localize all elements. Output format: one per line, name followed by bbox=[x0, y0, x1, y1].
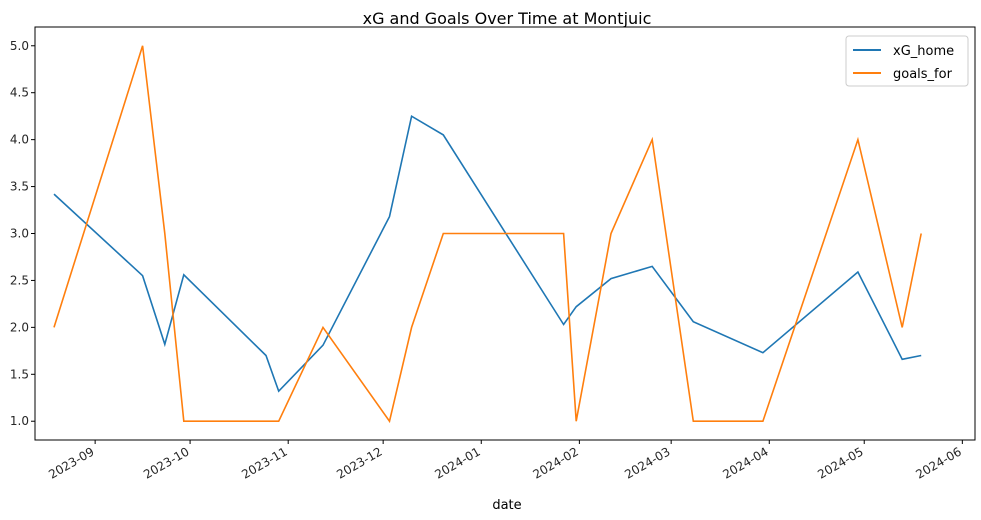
legend-label-goals-for: goals_for bbox=[893, 67, 953, 82]
series-line-xg-home bbox=[53, 114, 922, 393]
legend: xG_home goals_for bbox=[845, 35, 969, 87]
series-lines bbox=[53, 45, 922, 424]
y-tick-label: 1.5 bbox=[10, 367, 29, 381]
y-tick-label: 4.5 bbox=[10, 86, 29, 100]
series-line-goals-for bbox=[53, 45, 922, 424]
y-tick-label: 4.0 bbox=[10, 133, 29, 147]
chart-title: xG and Goals Over Time at Montjuic bbox=[363, 9, 652, 28]
y-tick-label: 2.0 bbox=[10, 320, 29, 334]
y-tick-label: 2.5 bbox=[10, 273, 29, 287]
y-tick-label: 1.0 bbox=[10, 414, 29, 428]
y-axis: 1.0 1.5 2.0 2.5 3.0 3.5 4.0 4.5 5.0 bbox=[10, 39, 35, 428]
y-tick-label: 3.0 bbox=[10, 227, 29, 241]
y-tick-label: 5.0 bbox=[10, 39, 29, 53]
x-axis-label: date bbox=[492, 498, 521, 513]
y-tick-label: 3.5 bbox=[10, 180, 29, 194]
legend-label-xg-home: xG_home bbox=[893, 44, 954, 59]
plot-frame bbox=[34, 26, 976, 441]
